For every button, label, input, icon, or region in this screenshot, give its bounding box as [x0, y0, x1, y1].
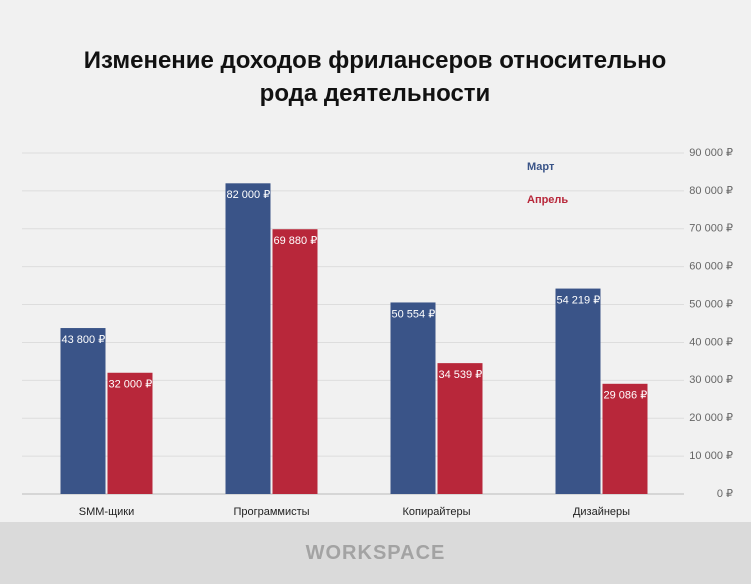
bar	[272, 229, 318, 495]
y-tick-label: 20 000 ₽	[689, 412, 733, 424]
bar	[390, 302, 436, 494]
y-tick-label: 90 000 ₽	[689, 147, 733, 159]
y-tick-label: 60 000 ₽	[689, 261, 733, 273]
x-tick-label: Дизайнеры	[573, 506, 630, 518]
y-tick-label: 70 000 ₽	[689, 223, 733, 235]
legend-label: Март	[527, 161, 555, 173]
data-label: 29 086 ₽	[604, 390, 648, 402]
x-tick-label: SMM-щики	[79, 506, 134, 518]
legend-label: Апрель	[527, 194, 568, 206]
y-tick-label: 80 000 ₽	[689, 185, 733, 197]
data-label: 32 000 ₽	[109, 379, 153, 391]
x-tick-label: Программисты	[233, 506, 309, 518]
data-label: 43 800 ₽	[62, 334, 106, 346]
bar	[107, 372, 153, 494]
logo: WORKSPACE	[305, 542, 446, 564]
x-tick-label: Копирайтеры	[402, 506, 470, 518]
chart-title: Изменение доходов фрилансеров относитель…	[83, 47, 667, 107]
bar	[602, 383, 648, 494]
chart: 0 ₽ 10 000 ₽ 20 000 ₽ 30 000 ₽ 40 000 ₽ 50 00…	[22, 147, 733, 518]
footer: WORKSPACE	[0, 522, 751, 584]
bar	[555, 288, 601, 494]
data-label: 50 554 ₽	[392, 308, 436, 320]
bar	[437, 363, 483, 494]
data-label: 34 539 ₽	[439, 369, 483, 381]
y-tick-label: 40 000 ₽	[689, 336, 733, 348]
y-tick-label: 30 000 ₽	[689, 374, 733, 386]
y-tick-label: 0 ₽	[717, 488, 733, 500]
bar	[225, 183, 271, 495]
bar	[60, 328, 106, 494]
data-label: 82 000 ₽	[227, 189, 271, 201]
data-label: 54 219 ₽	[557, 294, 601, 306]
data-label: 69 880 ₽	[274, 235, 318, 247]
y-tick-label: 10 000 ₽	[689, 450, 733, 462]
y-tick-label: 50 000 ₽	[689, 298, 733, 310]
